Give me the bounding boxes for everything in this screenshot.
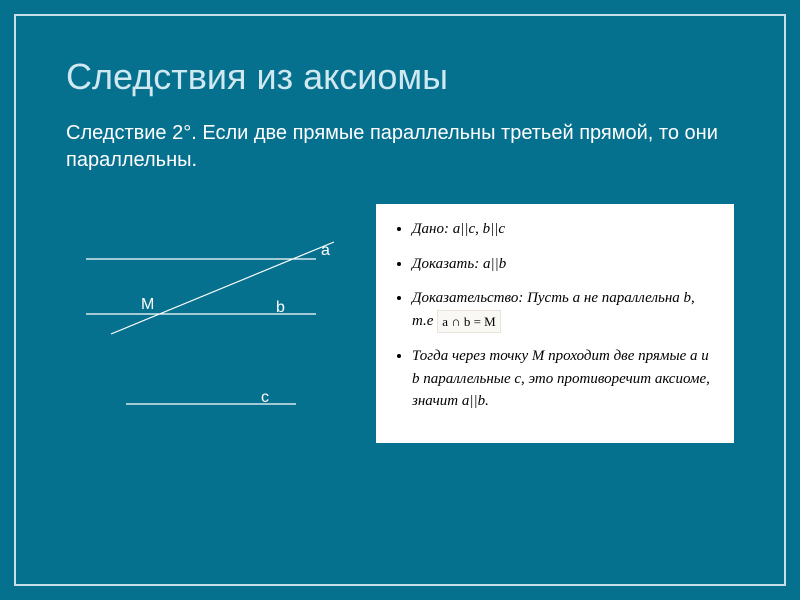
content-row: a b c M Дано: a||c, b||c Доказать: a||b … xyxy=(66,204,734,444)
geometry-diagram: a b c M xyxy=(66,204,346,444)
proof-step2: Тогда через точку M проходит две прямые … xyxy=(412,345,716,413)
proof-prove: Доказать: a||b xyxy=(412,253,716,276)
slide-frame: Следствия из аксиомы Следствие 2°. Если … xyxy=(14,14,786,586)
slide-title: Следствия из аксиомы xyxy=(66,56,734,98)
label-b: b xyxy=(276,299,285,317)
slide-subtitle: Следствие 2°. Если две прямые параллельн… xyxy=(66,120,734,174)
slide-outer: Следствия из аксиомы Следствие 2°. Если … xyxy=(0,0,800,600)
proof-box: Дано: a||c, b||c Доказать: a||b Доказате… xyxy=(376,204,734,443)
proof-step1: Доказательство: Пусть a не параллельна b… xyxy=(412,287,716,333)
proof-given: Дано: a||c, b||c xyxy=(412,218,716,241)
proof-list: Дано: a||c, b||c Доказать: a||b Доказате… xyxy=(394,218,716,413)
label-m: M xyxy=(141,296,154,314)
label-c: c xyxy=(261,389,269,407)
proof-step1-math: a ∩ b = M xyxy=(437,310,501,334)
label-a: a xyxy=(321,242,330,260)
diagram-svg xyxy=(66,204,346,444)
line-secant xyxy=(111,242,334,334)
